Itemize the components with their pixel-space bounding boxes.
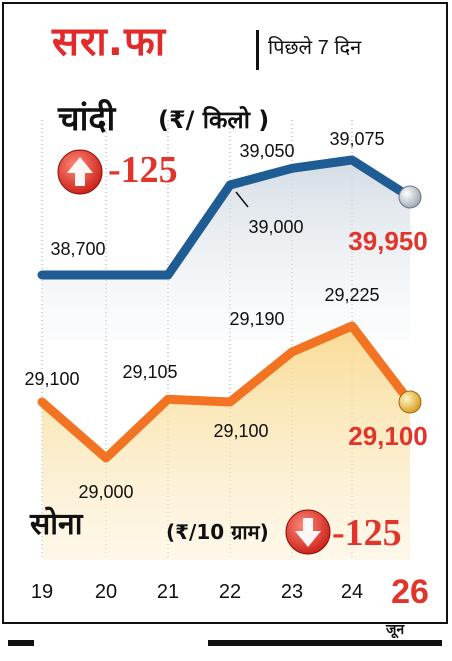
silver-value-label-23: 39,050 — [239, 141, 294, 161]
silver-title: चांदी — [58, 99, 116, 139]
header-title: सरा.फा — [52, 19, 167, 65]
gold-change: -125 — [332, 512, 402, 554]
gold-line — [37, 321, 415, 463]
silver-area — [42, 160, 410, 340]
silver-value-label-22: 39,000 — [248, 217, 303, 237]
header-divider — [256, 30, 259, 70]
month-label: जून — [386, 621, 405, 637]
silver-unit: (₹/ किलो ) — [158, 106, 270, 134]
gold-down-arrow-icon — [285, 509, 331, 555]
gold-value-label-23: 29,190 — [229, 309, 284, 329]
silver-value-label-24: 39,075 — [329, 129, 384, 149]
x-tick-22: 22 — [219, 581, 241, 603]
gold-latest-value: 29,100 — [348, 421, 428, 451]
footer-rule-right — [208, 640, 442, 646]
gold-unit: (₹/10 ग्राम) — [166, 520, 269, 544]
silver-line — [37, 155, 415, 280]
silver-value-label-20: 38,700 — [50, 239, 105, 259]
x-tick-19: 19 — [31, 581, 53, 603]
silver-latest-value: 39,950 — [348, 226, 428, 256]
gold-value-label-24: 29,225 — [324, 285, 379, 305]
silver-label-pointer — [235, 191, 249, 208]
silver-up-arrow-icon — [57, 149, 103, 195]
gold-area — [42, 326, 410, 560]
silver-change: -125 — [108, 149, 178, 191]
gold-value-label-22: 29,100 — [213, 421, 268, 441]
gold-value-label-20: 29,000 — [78, 482, 133, 502]
x-tick-26: 26 — [391, 573, 429, 611]
x-tick-20: 20 — [95, 581, 117, 603]
gold-value-label-19: 29,100 — [24, 369, 79, 389]
x-tick-23: 23 — [281, 581, 303, 603]
silver-end-marker — [398, 185, 422, 209]
x-tick-24: 24 — [341, 581, 363, 603]
gold-value-label-21: 29,105 — [122, 362, 177, 382]
gold-end-marker — [398, 390, 422, 414]
x-tick-21: 21 — [157, 581, 179, 603]
header-subtitle: पिछले 7 दिन — [268, 37, 362, 59]
footer-rule-left — [8, 640, 34, 646]
gold-title: सोना — [30, 507, 83, 542]
